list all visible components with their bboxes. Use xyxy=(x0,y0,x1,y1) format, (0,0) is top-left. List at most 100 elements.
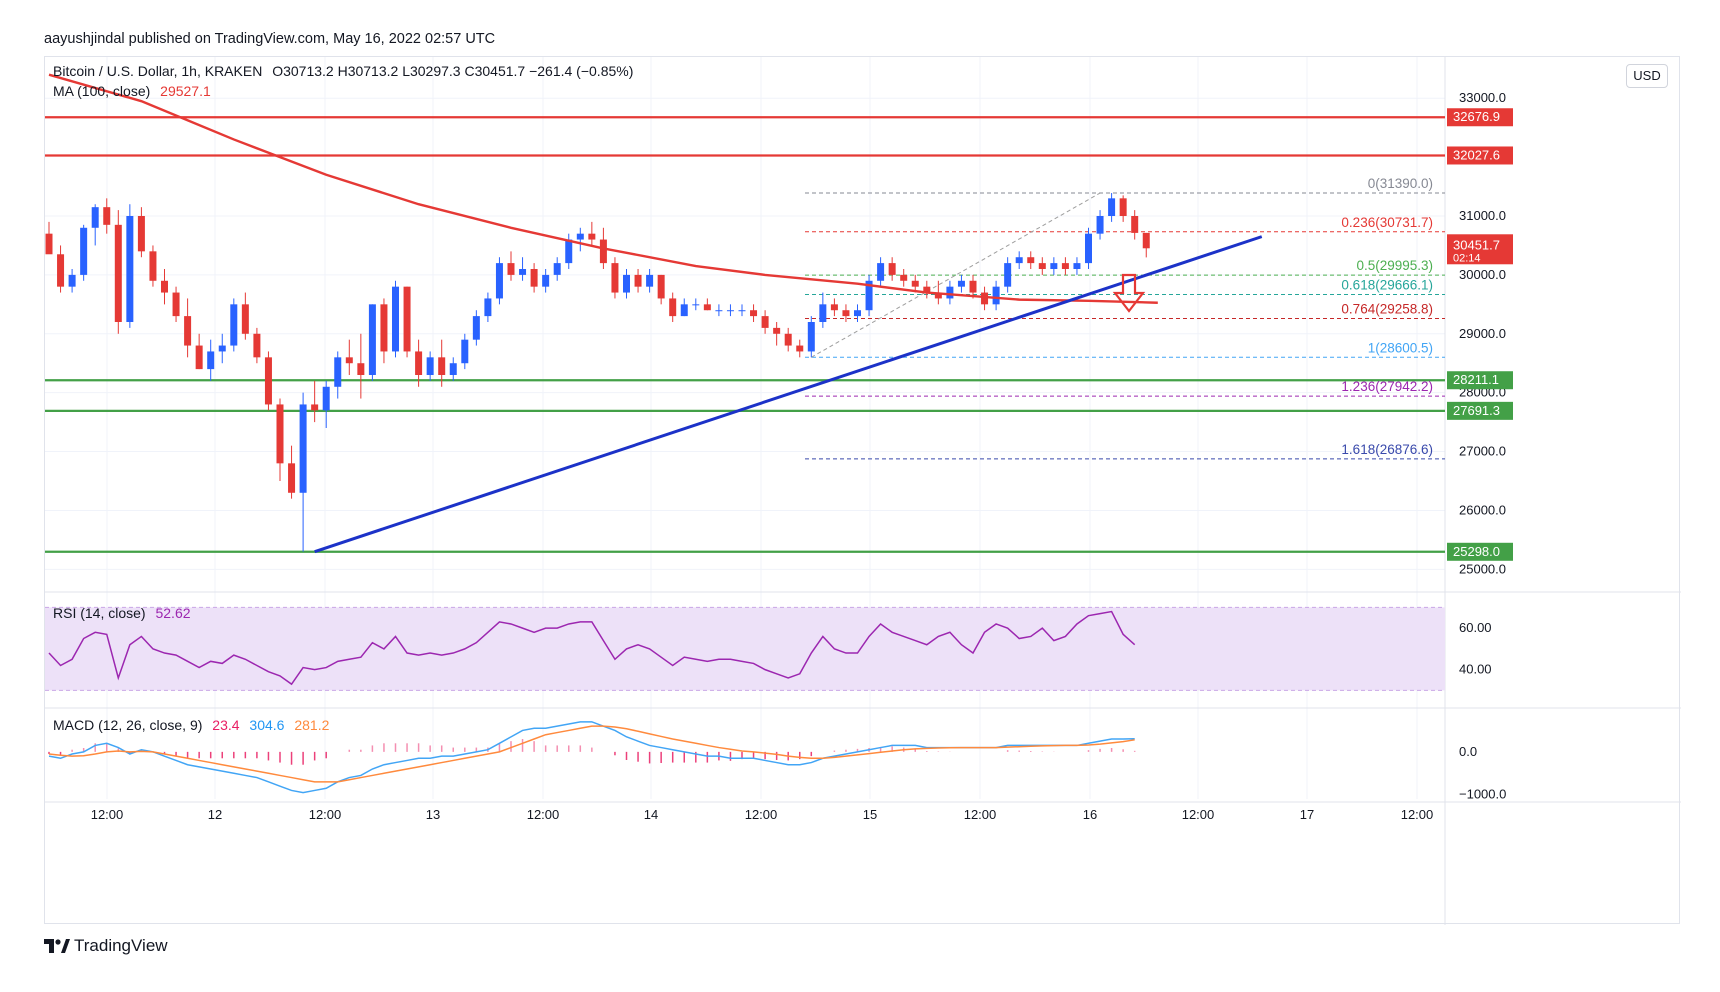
chart-frame[interactable]: 33000.0 31000.0 30000.0 29000.0 28000.0 27000… xyxy=(44,56,1681,925)
candle-body-31 xyxy=(403,286,411,352)
candle-body-63 xyxy=(773,327,781,334)
candle-body-16 xyxy=(230,304,238,346)
fib-label-0: 0(31390.0) xyxy=(1368,176,1433,191)
candle-body-46 xyxy=(576,233,584,240)
time-label-7: 15 xyxy=(863,807,877,822)
candle-body-47 xyxy=(588,233,596,240)
publisher-line: aayushjindal published on TradingView.co… xyxy=(44,31,496,47)
candle-body-73 xyxy=(888,263,896,275)
macd-hist-value: 23.4 xyxy=(212,717,240,733)
time-label-9: 16 xyxy=(1083,807,1097,822)
fib-label-4: 0.764(29258.8) xyxy=(1341,302,1433,317)
ohlc-values: O30713.2 H30713.2 L30297.3 C30451.7 −261… xyxy=(272,63,634,79)
candle-body-51 xyxy=(634,274,642,287)
candle-body-21 xyxy=(288,463,296,493)
price-tick-0: 33000.0 xyxy=(1459,90,1506,105)
price-tick-3: 29000.0 xyxy=(1459,326,1506,341)
level-label-2: 28211.1 xyxy=(1453,372,1499,387)
candle-body-86 xyxy=(1038,263,1046,269)
candle-body-95 xyxy=(1142,232,1150,249)
level-badge-4 xyxy=(1447,542,1513,561)
candle-body-20 xyxy=(276,404,284,464)
level-badge-1 xyxy=(1447,146,1513,165)
fib-diagonal xyxy=(811,192,1101,358)
candle-body-79 xyxy=(957,280,965,287)
candle-body-6 xyxy=(114,224,122,322)
candle-body-58 xyxy=(715,310,723,312)
macd-label: MACD (12, 26, close, 9) xyxy=(53,717,203,733)
chart-canvas[interactable]: 33000.031000.030000.029000.028000.027000… xyxy=(45,57,1681,925)
candle-body-54 xyxy=(669,298,677,317)
candle-body-65 xyxy=(796,345,804,352)
candle-body-5 xyxy=(103,207,111,225)
level-badge-0 xyxy=(1447,108,1513,127)
rsi-band xyxy=(45,607,1445,691)
price-tick-1: 31000.0 xyxy=(1459,208,1506,223)
candle-body-15 xyxy=(218,345,226,352)
candle-body-17 xyxy=(241,304,249,334)
fib-label-1: 0.236(30731.7) xyxy=(1341,215,1433,230)
candle-body-2 xyxy=(68,274,76,287)
candle-body-84 xyxy=(1015,257,1023,264)
candle-body-38 xyxy=(484,298,492,317)
level-badge-2 xyxy=(1447,371,1513,390)
candle-body-48 xyxy=(599,239,607,264)
macd-signal-value: 281.2 xyxy=(294,717,330,733)
candle-body-62 xyxy=(761,316,769,328)
time-label-12: 12:00 xyxy=(1401,807,1434,822)
rsi-tick-0: 60.00 xyxy=(1459,620,1492,635)
candle-body-27 xyxy=(357,363,365,375)
candle-body-35 xyxy=(449,363,457,375)
fib-label-5: 1(28600.5) xyxy=(1368,340,1433,355)
symbol-legend: Bitcoin / U.S. Dollar, 1h, KRAKEN O30713… xyxy=(53,63,639,79)
price-tick-7: 25000.0 xyxy=(1459,561,1506,576)
time-label-3: 13 xyxy=(426,807,440,822)
candle-body-36 xyxy=(461,339,469,364)
time-label-6: 12:00 xyxy=(745,807,778,822)
symbol-label: Bitcoin / U.S. Dollar, 1h, KRAKEN xyxy=(53,63,263,79)
candle-body-24 xyxy=(322,386,330,411)
rsi-line xyxy=(48,610,1136,686)
level-label-1: 32027.6 xyxy=(1453,147,1500,162)
candle-body-22 xyxy=(299,404,307,493)
candle-body-76 xyxy=(923,286,931,293)
candle-body-90 xyxy=(1085,233,1092,264)
level-label-3: 27691.3 xyxy=(1453,403,1500,418)
candle-body-53 xyxy=(657,274,665,299)
time-label-0: 12:00 xyxy=(91,807,124,822)
candle-body-91 xyxy=(1096,216,1104,234)
candle-body-50 xyxy=(623,274,630,293)
candle-body-67 xyxy=(819,304,827,322)
fib-label-6: 1.236(27942.2) xyxy=(1341,379,1433,394)
ma-legend: MA (100, close) 29527.1 xyxy=(53,83,217,99)
currency-button[interactable]: USD xyxy=(1626,64,1668,88)
candle-body-1 xyxy=(57,254,65,287)
trendline xyxy=(314,235,1263,554)
candle-body-14 xyxy=(207,351,215,370)
candle-body-52 xyxy=(646,274,654,287)
candle-body-12 xyxy=(184,316,192,346)
candle-body-25 xyxy=(334,357,342,387)
rsi-tick-1: 40.00 xyxy=(1459,662,1492,677)
candle-body-40 xyxy=(507,263,515,275)
price-tick-6: 26000.0 xyxy=(1459,502,1506,517)
candle-body-89 xyxy=(1073,263,1081,269)
ma-value: 29527.1 xyxy=(160,83,211,99)
candle-body-34 xyxy=(438,357,446,375)
candle-body-88 xyxy=(1061,263,1069,269)
candle-body-60 xyxy=(738,310,746,312)
candle-body-29 xyxy=(380,304,388,352)
price-tick-2: 30000.0 xyxy=(1459,267,1506,282)
tradingview-logo-icon xyxy=(44,939,70,953)
candle-body-9 xyxy=(149,251,157,281)
candle-body-30 xyxy=(392,286,399,352)
candle-body-0 xyxy=(45,233,53,255)
candle-body-70 xyxy=(854,310,861,317)
candle-body-57 xyxy=(703,304,711,311)
candle-body-94 xyxy=(1131,216,1139,233)
candle-body-85 xyxy=(1027,257,1035,264)
candle-body-87 xyxy=(1050,263,1058,269)
candle-body-78 xyxy=(946,286,954,299)
candle-body-66 xyxy=(807,322,815,352)
ma-label: MA (100, close) xyxy=(53,83,151,99)
